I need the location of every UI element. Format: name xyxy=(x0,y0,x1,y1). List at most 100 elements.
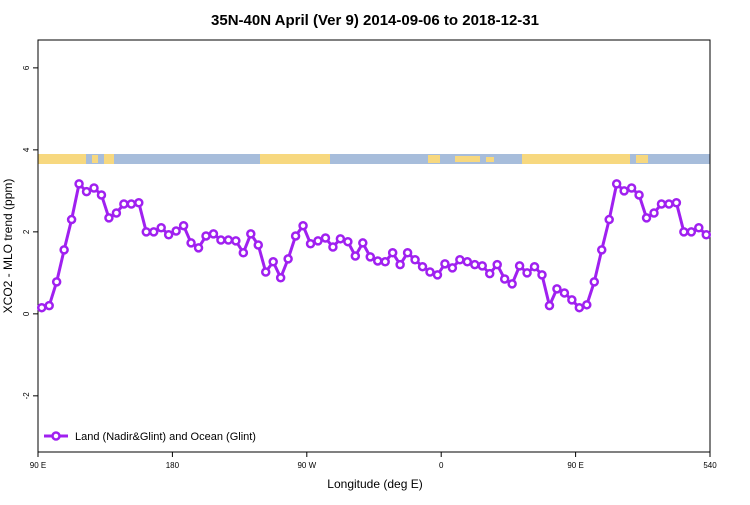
data-point xyxy=(589,277,600,287)
data-point xyxy=(432,270,443,280)
data-point xyxy=(66,214,77,225)
data-point xyxy=(671,198,682,208)
data-point xyxy=(634,190,644,200)
strip-land xyxy=(522,154,630,164)
data-point xyxy=(470,259,480,270)
data-point xyxy=(567,295,577,305)
data-point xyxy=(253,240,264,250)
data-point xyxy=(201,231,211,241)
land-ocean-strip xyxy=(38,154,710,164)
data-point xyxy=(447,263,458,273)
data-point xyxy=(462,257,473,267)
x-tick-label: 0 xyxy=(439,461,444,470)
y-axis-label: XCO2 - MLO trend (ppm) xyxy=(1,179,15,314)
data-point xyxy=(320,233,331,243)
data-point xyxy=(238,248,249,258)
data-point xyxy=(514,261,525,271)
data-point xyxy=(305,238,316,249)
data-point xyxy=(148,227,159,237)
data-point xyxy=(81,186,92,197)
x-tick-label: 90 W xyxy=(297,461,316,470)
data-point xyxy=(574,302,585,313)
data-point xyxy=(455,254,465,265)
data-point xyxy=(604,214,614,225)
data-point xyxy=(552,284,562,294)
data-point xyxy=(134,198,144,208)
strip-land xyxy=(104,154,114,164)
data-point xyxy=(626,183,637,193)
data-point xyxy=(402,248,413,258)
strip-land xyxy=(455,156,480,162)
data-point xyxy=(440,259,450,269)
data-point xyxy=(104,213,114,223)
data-point xyxy=(186,238,196,248)
data-point xyxy=(387,248,398,258)
data-point xyxy=(372,256,383,266)
strip-ocean xyxy=(38,154,710,164)
data-point xyxy=(36,302,47,313)
data-point xyxy=(395,259,405,270)
data-point xyxy=(425,267,435,277)
data-point xyxy=(216,235,226,245)
data-point xyxy=(611,179,622,189)
data-point xyxy=(335,234,346,244)
data-point xyxy=(328,242,338,252)
data-point xyxy=(529,261,540,272)
data-point xyxy=(178,220,189,231)
y-tick-label: 2 xyxy=(22,229,31,234)
data-point xyxy=(111,208,122,218)
data-point xyxy=(365,252,376,262)
data-point xyxy=(343,236,353,247)
y-tick-label: -2 xyxy=(22,392,31,400)
strip-land xyxy=(486,157,494,162)
y-tick-label: 4 xyxy=(22,147,31,152)
x-tick-label: 90 E xyxy=(30,461,46,470)
legend-label: Land (Nadir&Glint) and Ocean (Glint) xyxy=(75,431,256,443)
data-point xyxy=(619,186,629,196)
data-point xyxy=(656,199,667,209)
data-point xyxy=(96,190,107,200)
data-point xyxy=(74,179,84,189)
x-tick-label: 90 E xyxy=(567,461,583,470)
data-point xyxy=(126,199,137,209)
data-point xyxy=(89,183,99,193)
data-point xyxy=(156,223,166,233)
data-point xyxy=(507,279,517,289)
data-point xyxy=(417,261,428,272)
data-point xyxy=(499,274,510,284)
data-point xyxy=(641,213,652,223)
data-point xyxy=(44,300,54,311)
data-point xyxy=(193,243,204,253)
data-point xyxy=(51,277,62,287)
data-point xyxy=(358,238,368,248)
strip-land xyxy=(636,155,648,163)
data-point xyxy=(522,268,532,278)
data-point xyxy=(171,226,181,236)
data-point xyxy=(649,208,659,218)
data-point xyxy=(268,257,278,267)
chart-title: 35N-40N April (Ver 9) 2014-09-06 to 2018… xyxy=(211,12,539,29)
data-point xyxy=(208,229,219,239)
data-point xyxy=(544,300,555,311)
data-point xyxy=(298,220,308,231)
data-point xyxy=(290,231,301,241)
data-point xyxy=(537,270,547,280)
data-point xyxy=(484,268,495,279)
strip-land xyxy=(92,155,98,163)
data-point xyxy=(313,236,323,246)
data-point xyxy=(559,288,570,298)
data-point xyxy=(694,223,704,233)
data-point xyxy=(260,267,271,277)
data-point xyxy=(596,245,607,255)
y-tick-label: 6 xyxy=(22,65,31,70)
data-point xyxy=(679,227,689,237)
data-point xyxy=(163,229,174,240)
x-axis-label: Longitude (deg E) xyxy=(327,477,422,491)
data-point xyxy=(246,229,256,239)
data-point xyxy=(119,199,129,209)
data-point xyxy=(380,257,390,267)
y-tick-label: 0 xyxy=(22,311,31,316)
data-point xyxy=(59,245,69,255)
strip-land xyxy=(38,154,86,164)
